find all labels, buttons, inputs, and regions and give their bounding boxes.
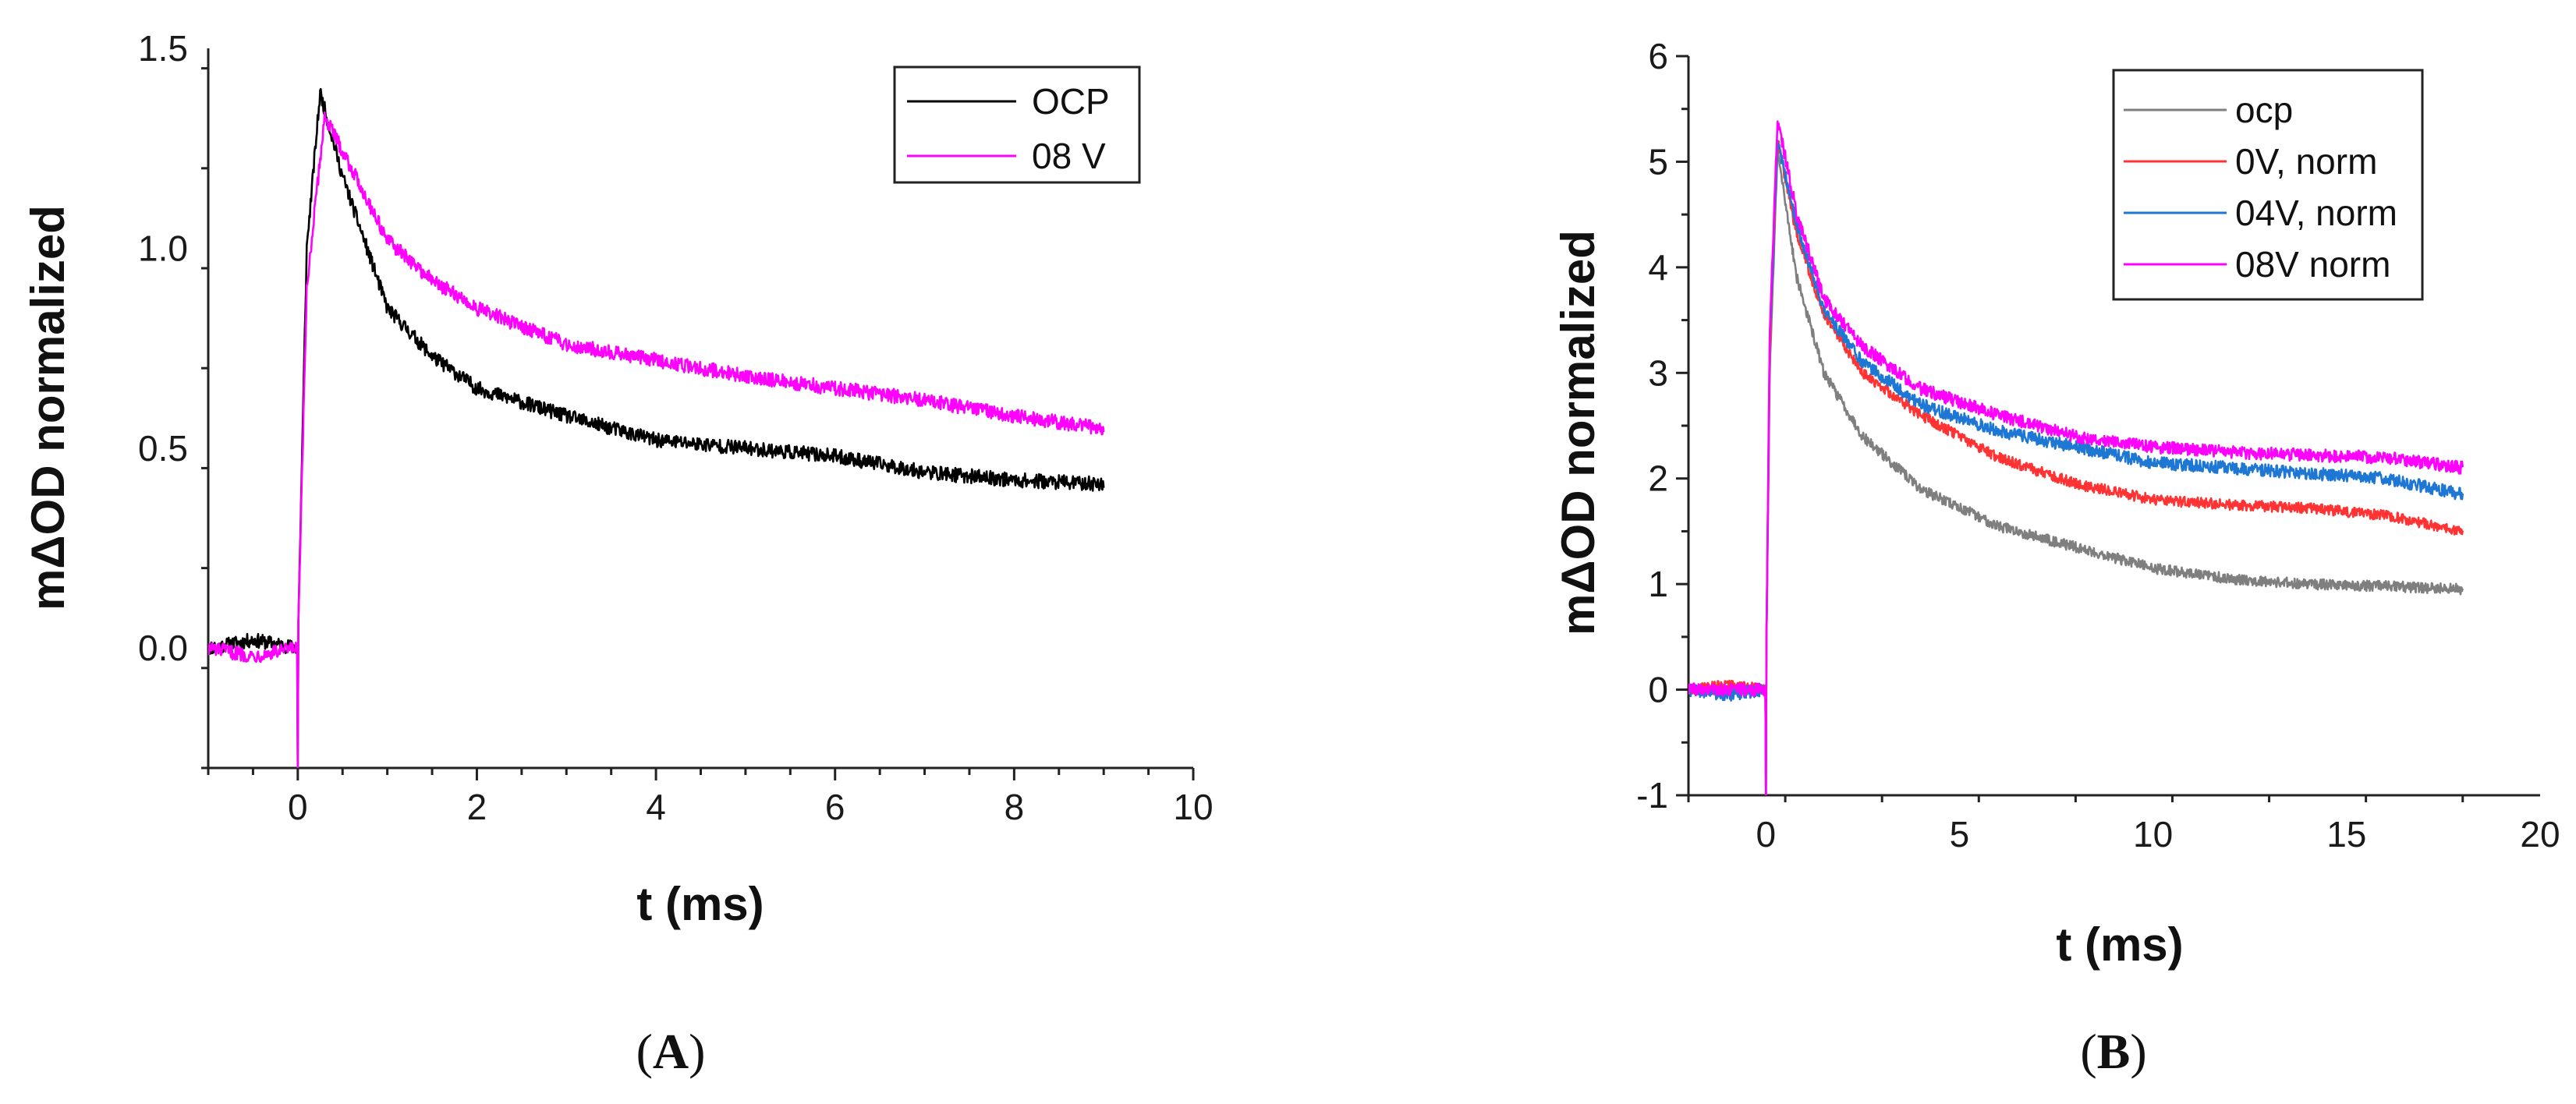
panel-b-y-tick-label: 2: [1648, 458, 1668, 499]
panel-b-legend-label-08v: 08V norm: [2235, 244, 2390, 285]
panel-a-x-tick-label: 2: [467, 787, 487, 827]
panel-b-y-tick-label: 6: [1648, 36, 1668, 76]
panel-b-legend: ocp 0V, norm 04V, norm 08V norm: [2112, 69, 2424, 301]
panel-b-legend-label-04v: 04V, norm: [2235, 193, 2397, 233]
panel-b-chart: 0 5 10 15 20 -1 0 1 2 3 4 5 6 t (ms) mΔOD normalized…: [1552, 36, 2560, 1079]
panel-a-y-tick-label: 1.0: [138, 228, 188, 268]
panel-b-y-tick-label: 0: [1648, 670, 1668, 710]
panel-a-x-tick-label: 6: [825, 787, 845, 827]
panel-b-ticks: [1676, 55, 2464, 802]
panel-a-x-tick-label: 10: [1173, 787, 1213, 827]
panel-b-series-group: [1688, 120, 2464, 795]
panel-b-y-tick-label: 1: [1648, 564, 1668, 604]
panel-a-caption: (A): [636, 1024, 706, 1079]
panel-b-x-tick-label: 15: [2326, 814, 2366, 855]
panel-a-x-axis-title: t (ms): [636, 878, 764, 930]
panel-a-y-axis-title: mΔOD normalized: [22, 205, 74, 610]
panel-a-legend: OCP 08 V: [893, 65, 1141, 184]
panel-a-series-08-v: [208, 111, 1105, 768]
panel-b-legend-label-0v: 0V, norm: [2235, 141, 2377, 182]
panel-b-series-08v-norm: [1688, 120, 2464, 795]
panel-a-caption-open: (: [636, 1024, 653, 1079]
panel-b-x-axis-title: t (ms): [2056, 918, 2183, 971]
panel-b-series-0v-norm: [1688, 140, 2464, 795]
panel-a-legend-box: [893, 65, 1141, 184]
panel-a-x-tick-label: 0: [288, 787, 308, 827]
panel-a-legend-label-ocp: OCP: [1032, 81, 1110, 122]
panel-b-series-ocp: [1688, 149, 2464, 795]
panel-a-tick-labels: 0 2 4 6 8 10 0.0 0.5 1.0 1.5: [138, 28, 1214, 827]
panel-a-y-tick-label: 1.5: [138, 28, 188, 69]
panel-b-tick-labels: 0 5 10 15 20 -1 0 1 2 3 4 5 6: [1636, 36, 2560, 855]
panel-a-x-tick-label: 4: [646, 787, 666, 827]
panel-a-caption-letter: A: [653, 1024, 689, 1079]
panel-b-x-tick-label: 10: [2133, 814, 2173, 855]
panel-a-caption-close: ): [689, 1024, 705, 1079]
panel-a-x-tick-label: 8: [1005, 787, 1025, 827]
panel-a-ticks: [201, 67, 1195, 780]
panel-a-series-ocp: [208, 87, 1105, 768]
panel-b-y-tick-label: 5: [1648, 141, 1668, 182]
panel-a-y-tick-label: 0.0: [138, 628, 188, 668]
panel-b-y-tick-label: 3: [1648, 352, 1668, 393]
panel-b-x-tick-label: 20: [2520, 814, 2560, 855]
panel-b-y-tick-label: -1: [1636, 775, 1668, 816]
panel-a-chart: 0 2 4 6 8 10 0.0 0.5 1.0 1.5 t (ms) mΔOD normaliz…: [22, 28, 1214, 1079]
panel-b-x-tick-label: 5: [1950, 814, 1970, 855]
panel-b-legend-label-ocp: ocp: [2235, 90, 2293, 130]
panel-a-legend-label-08v: 08 V: [1032, 136, 1106, 176]
panel-b-caption-open: (: [2080, 1024, 2096, 1079]
panel-b-caption-letter: B: [2097, 1024, 2131, 1079]
panel-b-caption: (B): [2080, 1024, 2146, 1079]
panel-a-series-group: [208, 87, 1105, 768]
panel-b-caption-close: ): [2130, 1024, 2146, 1079]
panel-b-x-tick-label: 0: [1756, 814, 1776, 855]
panel-b-y-axis-title: mΔOD normalized: [1552, 230, 1604, 635]
panel-b-legend-box: [2112, 69, 2424, 301]
panel-b-y-tick-label: 4: [1648, 247, 1668, 288]
panel-b-series-04v-norm: [1688, 140, 2464, 795]
panel-a-y-tick-label: 0.5: [138, 428, 188, 469]
